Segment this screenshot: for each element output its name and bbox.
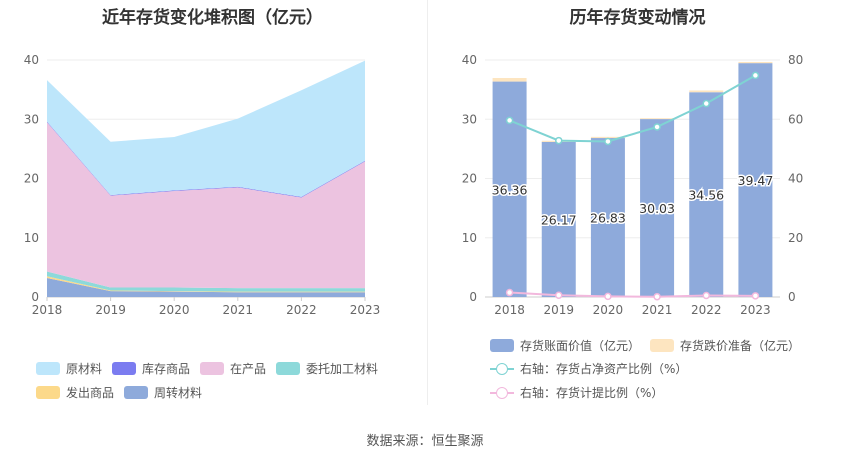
x-tick-label: 2020	[593, 303, 624, 317]
bar	[689, 92, 724, 298]
x-tick-label: 2021	[642, 303, 673, 317]
legend-item-inventory-to-net-assets[interactable]: 右轴：存货占净资产比例（%）	[490, 360, 687, 377]
area-series	[47, 122, 365, 289]
y2-tick-label: 40	[788, 172, 803, 186]
y-tick-label: 20	[462, 172, 477, 186]
line-series	[509, 291, 756, 298]
x-tick-label: 2022	[691, 303, 722, 317]
y-tick-label: 10	[462, 231, 477, 245]
bar-data-label: 30.03	[639, 201, 675, 216]
legend-item-book-value[interactable]: 存货账面价值（亿元）	[490, 337, 640, 354]
legend-item-impairment[interactable]: 存货跌价准备（亿元）	[650, 337, 800, 354]
bar-data-label: 39.47	[738, 173, 774, 188]
legend-label: 存货账面价值（亿元）	[520, 339, 641, 353]
legend-label: 库存商品	[142, 362, 191, 376]
legend-label: 委托加工材料	[306, 362, 379, 376]
legend-item-wip[interactable]: 在产品	[200, 360, 266, 377]
bar	[738, 61, 773, 64]
line-point	[555, 136, 563, 145]
legend-item-finished-goods[interactable]: 库存商品	[112, 360, 190, 377]
y-tick-label: 20	[24, 172, 39, 186]
area-series	[47, 60, 365, 197]
y-tick-label: 40	[24, 53, 39, 67]
line-point	[505, 288, 514, 297]
y2-tick-label: 20	[788, 231, 803, 245]
legend-label: 右轴：存货计提比例（%）	[520, 386, 664, 400]
legend-swatch	[200, 362, 224, 375]
bar	[640, 118, 675, 120]
legend-item-consigned-materials[interactable]: 委托加工材料	[276, 360, 378, 377]
legend-swatch	[112, 362, 136, 375]
bar	[738, 63, 773, 297]
data-source: 数据来源：恒生聚源	[366, 434, 484, 449]
bar-data-label: 34.56	[688, 188, 724, 203]
legend-swatch	[124, 386, 148, 399]
line-point	[653, 292, 661, 301]
right-chart-title: 历年存货变动情况	[569, 8, 706, 28]
x-tick-label: 2019	[543, 303, 574, 317]
bar-data-label: 36.36	[492, 182, 528, 197]
legend-item-turnover-materials[interactable]: 周转材料	[124, 384, 202, 401]
line-point	[653, 123, 661, 131]
line-point	[751, 292, 760, 300]
legend-label: 发出商品	[66, 386, 115, 400]
line-point	[751, 71, 760, 80]
bar-data-label: 26.17	[541, 212, 577, 227]
y-tick-label: 30	[24, 112, 39, 126]
bar	[590, 136, 625, 139]
bar	[590, 138, 625, 297]
area-series	[47, 271, 365, 292]
x-tick-label: 2021	[223, 303, 254, 317]
x-tick-label: 2019	[95, 303, 126, 317]
x-tick-label: 2018	[32, 303, 63, 317]
y-tick-label: 30	[462, 112, 477, 126]
x-tick-label: 2023	[740, 303, 771, 317]
bar	[640, 119, 675, 297]
y-tick-label: 0	[31, 290, 39, 304]
legend-swatch	[36, 386, 60, 399]
legend-label: 存货跌价准备（亿元）	[680, 339, 801, 353]
line-series	[509, 74, 756, 143]
line-point	[555, 291, 563, 299]
x-tick-label: 2023	[350, 303, 381, 317]
legend-label: 在产品	[230, 362, 267, 376]
y2-tick-label: 0	[788, 290, 796, 304]
legend-label: 右轴：存货占净资产比例（%）	[520, 362, 688, 376]
legend-item-provision-ratio[interactable]: 右轴：存货计提比例（%）	[490, 384, 663, 401]
legend-swatch	[36, 362, 60, 375]
legend-line-symbol	[490, 386, 514, 400]
chart-divider	[427, 0, 428, 405]
line-point	[505, 116, 514, 125]
legend-line-symbol	[490, 362, 514, 376]
y-tick-label: 40	[462, 53, 477, 67]
legend-swatch	[650, 339, 674, 352]
y2-tick-label: 80	[788, 53, 803, 67]
line-point	[702, 291, 710, 300]
y-tick-label: 0	[469, 290, 477, 304]
bar	[689, 90, 724, 93]
y-tick-label: 10	[24, 231, 39, 245]
y2-tick-label: 60	[788, 112, 803, 126]
legend-label: 周转材料	[154, 386, 203, 400]
line-point	[604, 292, 612, 301]
legend-label: 原材料	[66, 362, 103, 376]
legend-swatch	[276, 362, 300, 375]
bar	[492, 78, 527, 82]
legend-item-raw-materials[interactable]: 原材料	[36, 360, 102, 377]
line-point	[702, 99, 710, 108]
x-tick-label: 2020	[159, 303, 190, 317]
x-tick-label: 2018	[494, 303, 525, 317]
bar	[541, 141, 576, 297]
x-tick-label: 2022	[286, 303, 317, 317]
bar-data-label: 26.83	[590, 211, 626, 226]
left-chart-title: 近年存货变化堆积图（亿元）	[102, 8, 323, 28]
legend-item-goods-shipped[interactable]: 发出商品	[36, 384, 114, 401]
line-point	[604, 137, 612, 146]
legend-swatch	[490, 339, 514, 352]
